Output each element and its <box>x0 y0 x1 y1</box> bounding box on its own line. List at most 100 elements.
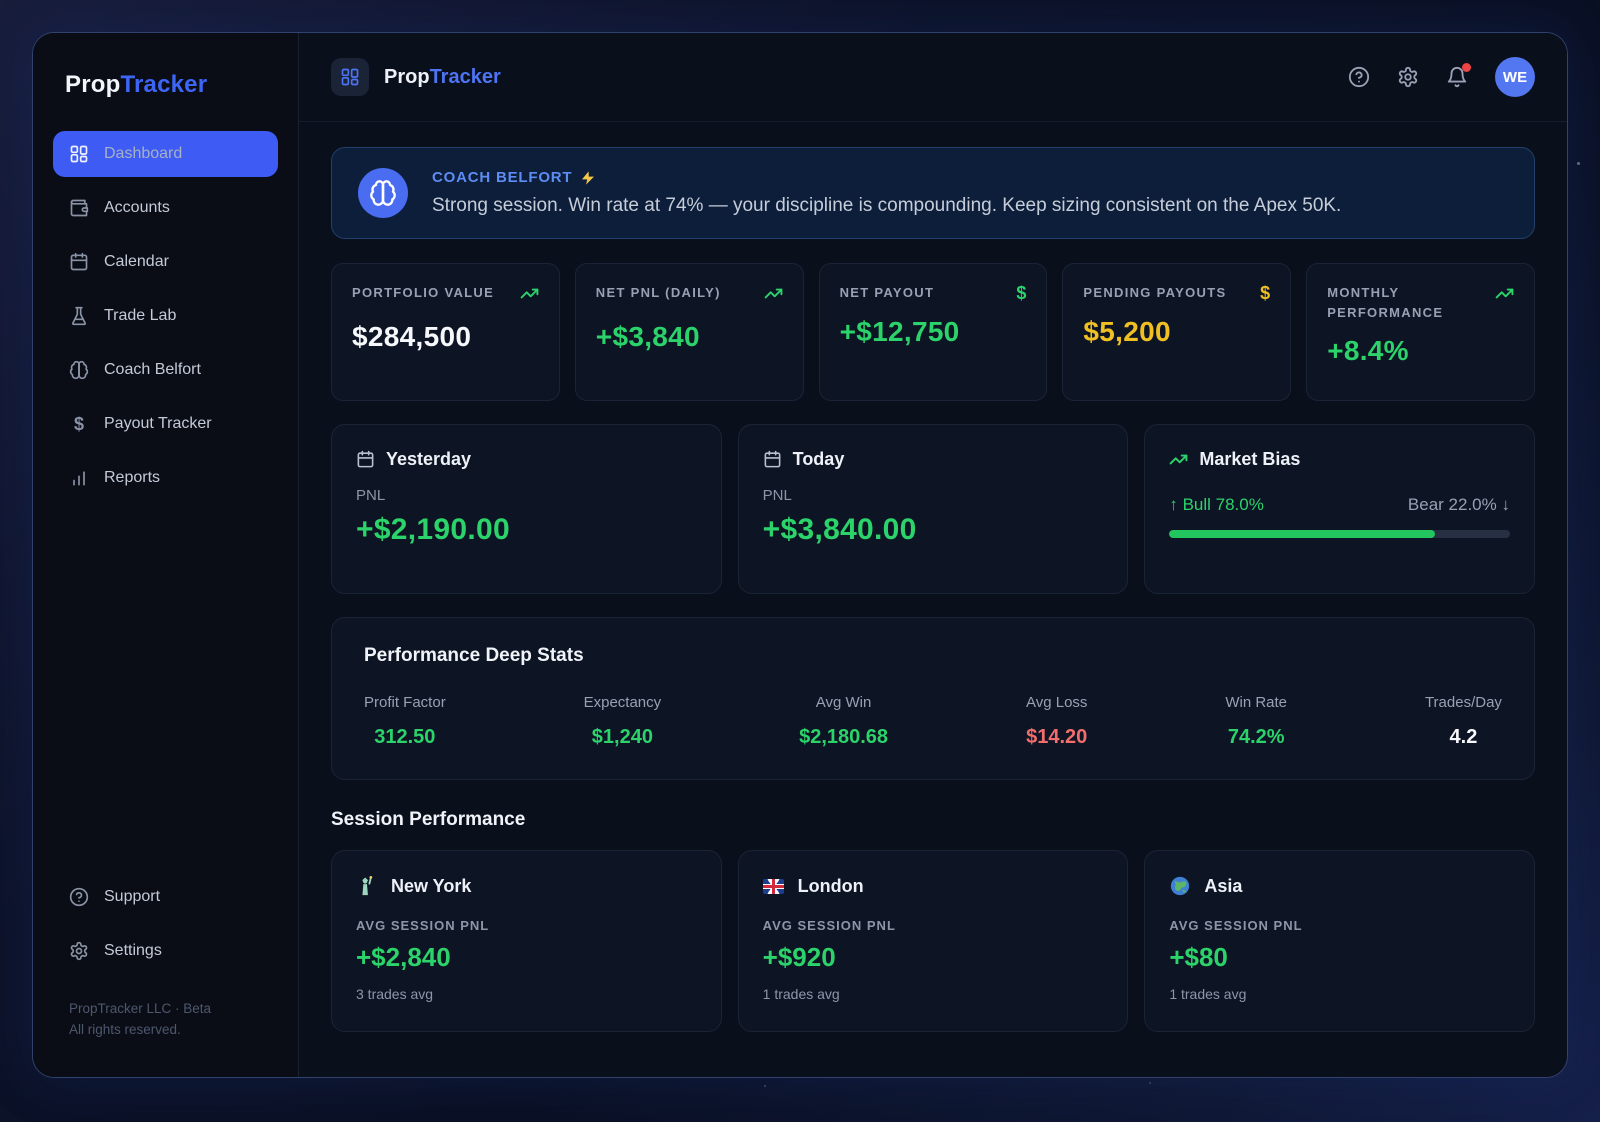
sidebar-item-coach-belfort[interactable]: Coach Belfort <box>53 347 278 393</box>
coach-avatar <box>358 168 408 218</box>
calendar-icon <box>764 450 781 468</box>
sidebar-footer: PropTracker LLC · Beta All rights reserv… <box>53 982 278 1077</box>
sidebar-item-trade-lab[interactable]: Trade Lab <box>53 293 278 339</box>
trending-up-icon <box>1169 454 1188 465</box>
layout-dashboard-icon <box>341 68 359 86</box>
coach-message: Strong session. Win rate at 74% — your d… <box>432 195 1342 216</box>
sidebar-item-label: Support <box>104 887 161 905</box>
help-circle-icon <box>69 887 89 906</box>
session-row: New York AVG SESSION PNL +$2,840 3 trade… <box>331 850 1535 1032</box>
stat-label: NET PAYOUT <box>839 285 935 300</box>
sidebar-item-reports[interactable]: Reports <box>53 455 278 501</box>
bear-label: Bear 22.0% ↓ <box>1408 495 1510 515</box>
stats-row: PORTFOLIO VALUE $284,500 NET PNL (DAILY)… <box>331 263 1535 401</box>
sidebar-item-support[interactable]: Support <box>53 874 278 920</box>
arrow-down-icon: ↓ <box>1501 495 1510 514</box>
sidebar-item-payout-tracker[interactable]: $ Payout Tracker <box>53 401 278 447</box>
deep-stat-label: Win Rate <box>1225 694 1288 711</box>
settings-button[interactable] <box>1397 66 1419 88</box>
user-avatar[interactable]: WE <box>1495 57 1535 97</box>
deep-stat-label: Expectancy <box>583 694 662 711</box>
layout-dashboard-icon <box>70 145 88 163</box>
bear-text: Bear 22.0% <box>1407 495 1497 514</box>
sidebar-item-settings[interactable]: Settings <box>53 928 278 974</box>
deep-stat-label: Profit Factor <box>364 694 446 711</box>
notifications-button[interactable] <box>1446 63 1471 88</box>
session-sub: 3 trades avg <box>356 986 434 1002</box>
topbar-brand: PropTracker <box>384 66 501 89</box>
stat-card-net-payout: NET PAYOUT $ +$12,750 <box>818 263 1048 401</box>
deep-stat-win-rate: Win Rate 74.2% <box>1225 694 1287 749</box>
sidebar-item-label: Calendar <box>104 253 169 270</box>
deep-stat-expectancy: Expectancy $1,240 <box>584 694 662 749</box>
stat-label: MONTHLY PERFORMANCE <box>1327 285 1444 320</box>
deep-stats-grid: Profit Factor 312.50 Expectancy $1,240 A… <box>364 694 1502 749</box>
bias-progress-fill <box>1169 530 1436 538</box>
session-name: London <box>797 875 864 896</box>
statue-of-liberty-icon <box>356 875 378 897</box>
coach-title: COACH BELFORT <box>432 169 1341 186</box>
deep-stat-value: 312.50 <box>374 726 436 748</box>
stat-value: +8.4% <box>1327 335 1409 366</box>
pnl-value: +$3,840.00 <box>762 513 917 546</box>
pnl-value: +$2,190.00 <box>356 513 510 546</box>
help-button[interactable] <box>1348 66 1370 88</box>
background-star-dot <box>764 1085 766 1087</box>
sidebar: PropTracker Dashboard Accounts Calendar … <box>33 33 299 1077</box>
card-title: Yesterday <box>386 449 472 469</box>
stat-label: NET PNL (DAILY) <box>595 285 721 300</box>
background-star-dot <box>1577 162 1580 165</box>
stat-label: PENDING PAYOUTS <box>1083 285 1227 300</box>
stat-value: $5,200 <box>1083 315 1171 347</box>
stat-card-monthly-performance: MONTHLY PERFORMANCE +8.4% <box>1306 263 1535 401</box>
dollar-icon: $ <box>1260 283 1271 303</box>
session-value: +$920 <box>762 942 836 972</box>
session-sub: 1 trades avg <box>762 986 840 1002</box>
deep-stat-label: Trades/Day <box>1424 694 1502 711</box>
bias-progress-track <box>1169 530 1510 538</box>
coach-title-text: COACH BELFORT <box>432 169 573 186</box>
sidebar-logo: PropTracker <box>53 33 278 131</box>
gear-icon <box>70 941 88 960</box>
calendar-icon <box>357 450 374 468</box>
brand-part-1: Prop <box>384 65 430 88</box>
session-value: +$2,840 <box>356 942 451 972</box>
deep-stat-label: Avg Loss <box>1025 694 1088 711</box>
sidebar-item-dashboard[interactable]: Dashboard <box>53 131 278 177</box>
globe-asia-icon <box>1169 875 1191 897</box>
background-star-dot <box>1149 1082 1151 1084</box>
deep-stat-value: $14.20 <box>1026 726 1088 748</box>
deep-stat-value: 74.2% <box>1227 726 1285 748</box>
market-bias-card: Market Bias ↑ Bull 78.0% Bear 22.0% ↓ <box>1144 424 1535 594</box>
deep-stat-value: $1,240 <box>591 726 653 748</box>
deep-stat-profit-factor: Profit Factor 312.50 <box>364 694 446 749</box>
help-circle-icon <box>1348 66 1370 88</box>
session-card-asia: Asia AVG SESSION PNL +$80 1 trades avg <box>1144 850 1535 1032</box>
stat-value: +$12,750 <box>839 315 960 347</box>
trending-up-icon <box>764 284 783 308</box>
sidebar-item-label: Accounts <box>104 199 170 216</box>
sidebar-item-label: Dashboard <box>104 145 183 162</box>
session-value: +$80 <box>1169 942 1228 972</box>
pnl-label: PNL <box>356 487 386 504</box>
session-card-new-york: New York AVG SESSION PNL +$2,840 3 trade… <box>331 850 722 1032</box>
brand-chip <box>331 58 369 96</box>
stat-card-portfolio-value: PORTFOLIO VALUE $284,500 <box>331 263 560 401</box>
sidebar-item-accounts[interactable]: Accounts <box>53 185 278 231</box>
pnl-label: PNL <box>762 487 792 504</box>
bull-label: ↑ Bull 78.0% <box>1169 495 1264 515</box>
brain-icon <box>69 360 89 380</box>
flask-icon <box>71 306 87 326</box>
stat-value: $284,500 <box>352 321 472 352</box>
card-title: Today <box>792 449 845 469</box>
dollar-icon: $ <box>1016 283 1027 303</box>
sidebar-spacer <box>53 509 278 874</box>
stat-value: +$3,840 <box>595 321 700 352</box>
session-performance-title: Session Performance <box>331 809 526 830</box>
bias-labels: ↑ Bull 78.0% Bear 22.0% ↓ <box>1169 495 1510 515</box>
session-label: AVG SESSION PNL <box>356 918 490 933</box>
sidebar-item-calendar[interactable]: Calendar <box>53 239 278 285</box>
deep-stat-avg-win: Avg Win $2,180.68 <box>799 694 888 749</box>
deep-stat-label: Avg Win <box>815 694 872 711</box>
app-window: PropTracker Dashboard Accounts Calendar … <box>32 32 1568 1078</box>
